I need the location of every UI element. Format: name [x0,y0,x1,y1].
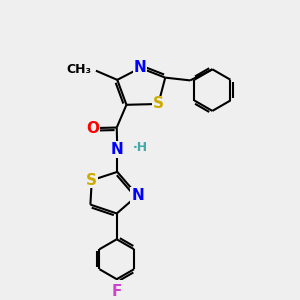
Text: N: N [134,60,147,75]
Text: O: O [87,121,100,136]
Text: CH₃: CH₃ [67,63,92,76]
Text: ·H: ·H [133,141,148,154]
Text: N: N [131,188,144,203]
Text: S: S [86,173,97,188]
Text: F: F [112,284,122,299]
Text: S: S [153,97,164,112]
Text: N: N [111,142,124,157]
